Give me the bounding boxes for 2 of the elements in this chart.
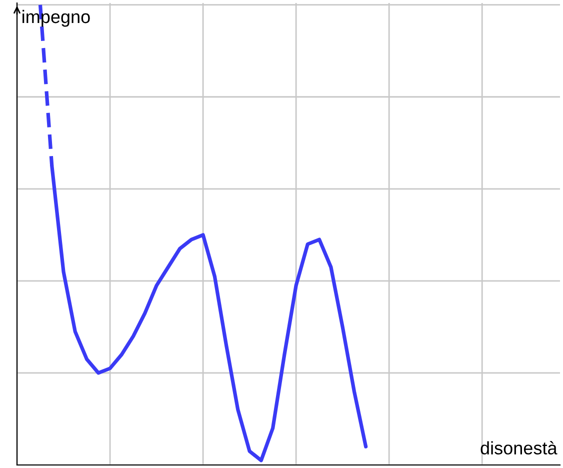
y-axis-title: impegno (22, 10, 90, 27)
x-axis-title: disonestà (480, 441, 558, 454)
